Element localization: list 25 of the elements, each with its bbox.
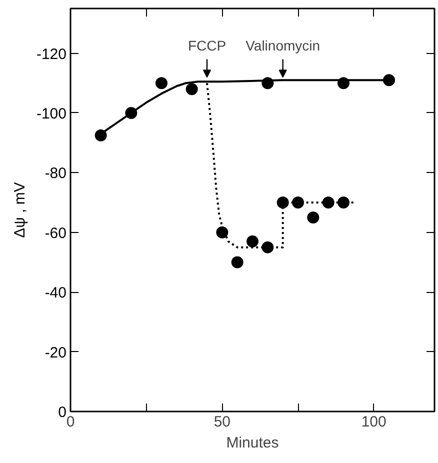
point: [276, 196, 289, 209]
point: [322, 196, 334, 209]
point: [383, 74, 395, 86]
y-axis-title: Δψ , mV: [11, 182, 28, 238]
y-tick-label: -40: [44, 284, 67, 302]
y-tick-label: -120: [36, 46, 67, 63]
x-tick-label: 100: [361, 414, 386, 430]
y-tick-label: -60: [44, 224, 67, 242]
point: [307, 211, 320, 224]
annotation: Valinomycin: [246, 37, 320, 54]
point: [262, 241, 274, 254]
point: [156, 77, 168, 90]
point: [94, 129, 107, 142]
y-tick-label: -20: [44, 344, 67, 362]
point: [231, 256, 244, 268]
x-tick-label: 50: [214, 414, 231, 430]
point: [186, 83, 198, 96]
point: [292, 196, 304, 209]
y-tick-label: -100: [36, 105, 67, 122]
y-tick-label: -80: [44, 165, 67, 182]
annotation: FCCP: [188, 37, 226, 54]
point: [338, 196, 350, 209]
point: [216, 226, 228, 238]
x-axis-title: Minutes: [226, 434, 279, 452]
point: [246, 235, 258, 248]
